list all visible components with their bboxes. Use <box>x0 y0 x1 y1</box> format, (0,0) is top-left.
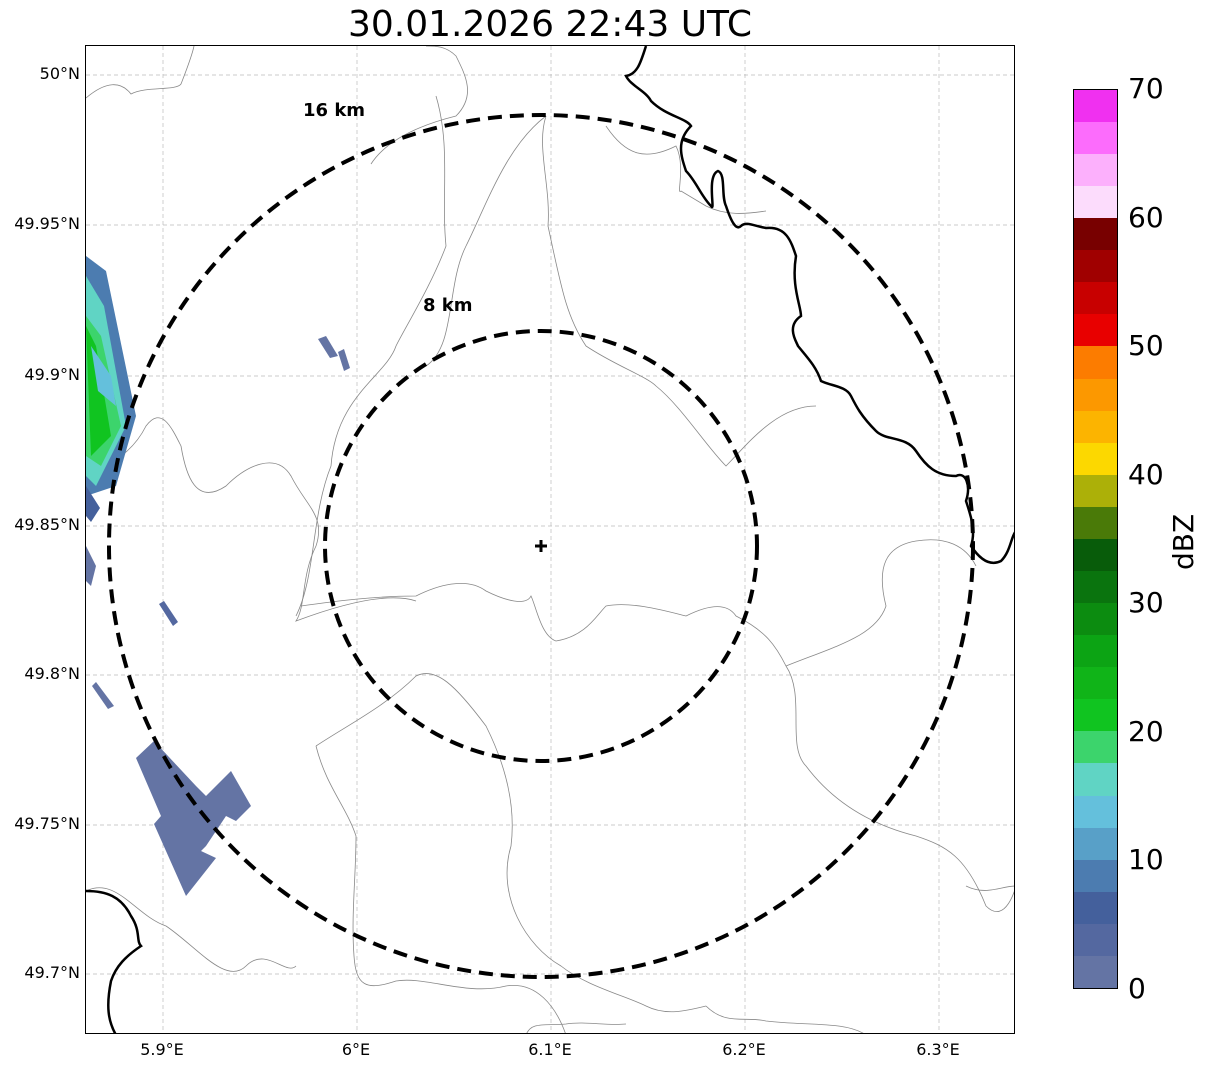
colorbar-segment <box>1074 763 1117 796</box>
colorbar-tick: 20 <box>1128 715 1164 748</box>
lat-tick-label: 49.85°N <box>14 515 80 534</box>
map-title: 30.01.2026 22:43 UTC <box>347 4 753 45</box>
colorbar-segment <box>1074 250 1117 283</box>
colorbar-segment <box>1074 89 1117 122</box>
ring-label-16km: 16 km <box>303 100 366 121</box>
colorbar-segment <box>1074 827 1117 860</box>
colorbar-tick: 70 <box>1128 72 1164 105</box>
colorbar-segment <box>1074 538 1117 571</box>
colorbar-tick: 10 <box>1128 843 1164 876</box>
colorbar-segment <box>1074 635 1117 668</box>
lon-tick-label: 6°E <box>341 1040 371 1059</box>
colorbar-segment <box>1074 442 1117 475</box>
colorbar-segment <box>1074 570 1117 604</box>
country-borders <box>86 46 1014 1033</box>
colorbar-segment <box>1074 378 1117 411</box>
range-ring-8km <box>323 329 759 763</box>
colorbar-segment <box>1074 731 1117 764</box>
lat-tick-label: 49.9°N <box>24 365 80 384</box>
colorbar-segment <box>1074 346 1117 379</box>
colorbar-segment <box>1074 410 1117 443</box>
colorbar-tick: 0 <box>1128 972 1146 1005</box>
lon-tick-label: 5.9°E <box>140 1040 184 1059</box>
admin-boundaries <box>86 46 1014 1033</box>
colorbar-segment <box>1074 955 1117 988</box>
colorbar-segment <box>1074 795 1117 828</box>
range-ring-16km <box>107 113 975 979</box>
colorbar-segment <box>1074 506 1117 539</box>
colorbar-segment <box>1074 153 1117 187</box>
lon-tick-label: 6.1°E <box>528 1040 572 1059</box>
colorbar <box>1073 89 1118 989</box>
colorbar-segment <box>1074 186 1117 219</box>
radar-echoes <box>86 256 350 896</box>
radar-map <box>85 45 1015 1034</box>
colorbar-segment <box>1074 923 1117 956</box>
colorbar-segment <box>1074 121 1117 154</box>
gridlines <box>86 46 1014 1033</box>
lat-tick-label: 49.8°N <box>24 664 80 683</box>
range-rings <box>107 113 975 979</box>
lon-tick-label: 6.2°E <box>722 1040 766 1059</box>
colorbar-label: dBZ <box>1167 513 1200 570</box>
colorbar-tick: 60 <box>1128 201 1164 234</box>
lon-tick-label: 6.3°E <box>916 1040 960 1059</box>
colorbar-segment <box>1074 603 1117 636</box>
lat-tick-label: 49.75°N <box>14 814 80 833</box>
colorbar-tick: 50 <box>1128 329 1164 362</box>
colorbar-segment <box>1074 474 1117 507</box>
lat-tick-label: 49.7°N <box>24 963 80 982</box>
lat-tick-label: 50°N <box>39 64 80 83</box>
colorbar-segment <box>1074 282 1117 315</box>
colorbar-segment <box>1074 699 1117 732</box>
map-canvas <box>86 46 1014 1033</box>
radar-site-cross-icon <box>535 540 547 552</box>
ring-label-8km: 8 km <box>423 295 473 316</box>
colorbar-segment <box>1074 891 1117 924</box>
colorbar-segment <box>1074 667 1117 700</box>
colorbar-tick: 30 <box>1128 586 1164 619</box>
colorbar-segment <box>1074 218 1117 251</box>
colorbar-tick: 40 <box>1128 458 1164 491</box>
colorbar-segment <box>1074 314 1117 347</box>
colorbar-segment <box>1074 859 1117 892</box>
lat-tick-label: 49.95°N <box>14 214 80 233</box>
